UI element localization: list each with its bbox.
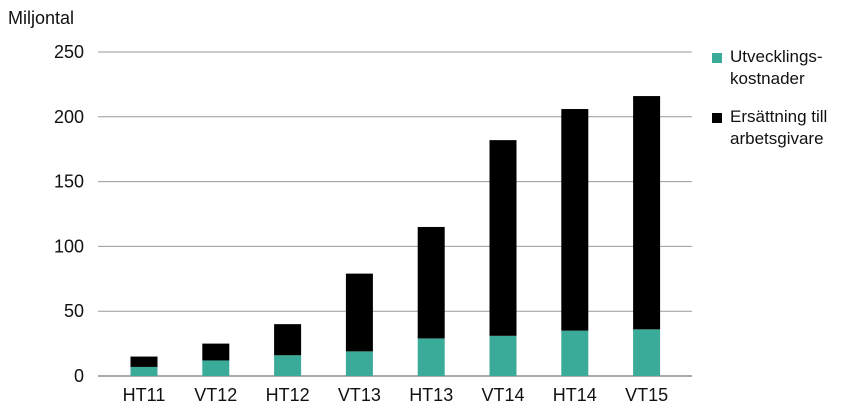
x-tick-label: VT15: [625, 385, 668, 405]
bar-development-costs: [274, 355, 302, 376]
bar-development-costs: [202, 360, 230, 376]
bar-employer-compensation: [202, 343, 230, 361]
bar-development-costs: [633, 329, 661, 376]
bar-employer-compensation: [345, 273, 373, 352]
bar-employer-compensation: [561, 109, 589, 331]
legend-label-development-costs: Utvecklings- kostnader: [730, 47, 823, 88]
legend-swatch-employer-compensation: [712, 113, 722, 123]
bar-development-costs: [489, 335, 517, 376]
bar-development-costs: [345, 351, 373, 376]
legend: Utvecklings- kostnader Ersättning till a…: [712, 46, 852, 166]
legend-label-employer-compensation: Ersättning till arbetsgivare: [730, 107, 828, 148]
bar-employer-compensation: [130, 356, 158, 367]
y-tick-label: 200: [54, 107, 84, 127]
bar-employer-compensation: [417, 226, 445, 339]
y-tick-label: 250: [54, 42, 84, 62]
y-tick-label: 0: [74, 366, 84, 386]
x-tick-label: VT12: [194, 385, 237, 405]
bar-employer-compensation: [274, 324, 302, 356]
y-axis-unit-label: Miljontal: [8, 8, 75, 28]
bar-development-costs: [130, 366, 158, 376]
legend-swatch-development-costs: [712, 53, 722, 63]
y-tick-label: 150: [54, 172, 84, 192]
x-tick-label: HT13: [409, 385, 453, 405]
legend-item-development-costs: Utvecklings- kostnader: [712, 46, 852, 90]
y-tick-label: 50: [64, 301, 84, 321]
bar-employer-compensation: [633, 96, 661, 330]
x-tick-label: HT12: [266, 385, 310, 405]
x-tick-label: HT14: [553, 385, 597, 405]
x-tick-label: VT13: [338, 385, 381, 405]
x-tick-label: VT14: [481, 385, 524, 405]
bar-employer-compensation: [489, 140, 517, 336]
legend-item-employer-compensation: Ersättning till arbetsgivare: [712, 106, 852, 150]
y-tick-label: 100: [54, 236, 84, 256]
x-tick-label: HT11: [123, 385, 166, 405]
bar-development-costs: [561, 330, 589, 376]
bar-development-costs: [417, 338, 445, 376]
